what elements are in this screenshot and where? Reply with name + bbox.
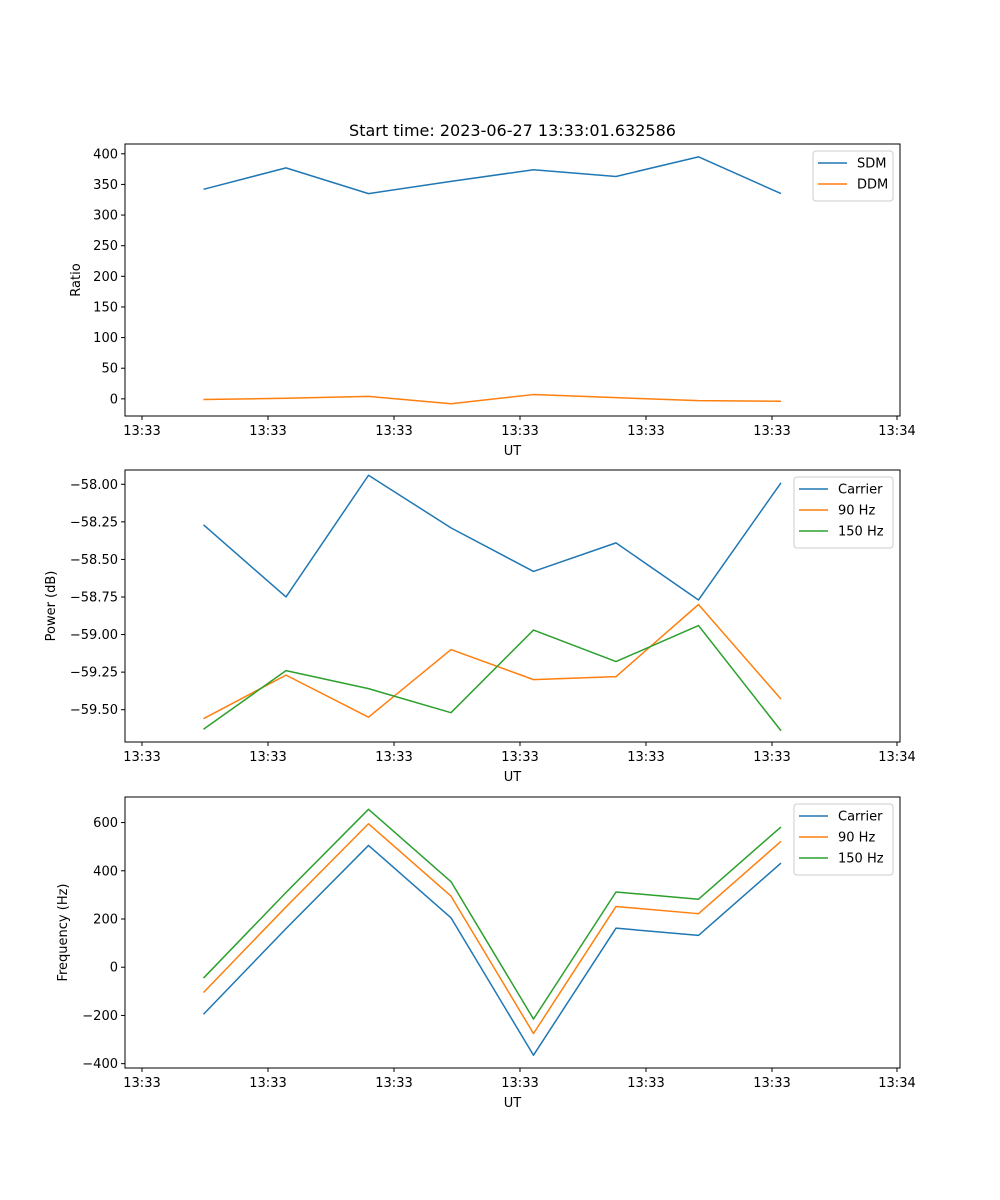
y-tick-label: 150 [93,300,118,315]
legend-label: SDM [857,157,886,172]
x-tick-label: 13:34 [878,424,915,439]
x-tick-label: 13:33 [501,424,538,439]
x-tick-label: 13:33 [375,424,412,439]
legend-label: DDM [857,178,888,193]
plot-frame-3 [124,796,901,1069]
x-tick-label: 13:33 [375,1076,412,1091]
series-line-90-hz [203,603,782,720]
y-tick-label: −59.00 [70,628,118,643]
y-tick-label: −59.25 [70,666,118,681]
series-line-carrier [203,474,782,601]
x-axis-label: UT [504,444,522,459]
y-tick-label: 200 [93,270,118,285]
x-tick-label: 13:33 [123,424,160,439]
x-tick-label: 13:34 [878,750,915,765]
x-tick-label: 13:33 [501,750,538,765]
series-line-sdm [203,156,782,195]
y-axis-label: Power (dB) [44,571,59,642]
y-tick-label: −58.75 [70,590,118,605]
x-tick-label: 13:33 [249,424,286,439]
x-axis-label: UT [504,1096,522,1111]
series-line-carrier [202,844,782,1056]
series-line-ddm [203,393,782,405]
y-tick-label: 200 [93,912,118,927]
y-tick-label: −58.00 [70,478,118,493]
y-tick-label: 300 [93,209,118,224]
series-line-150-hz [202,808,782,1020]
y-tick-label: 250 [93,239,118,254]
y-axis-label: Ratio [69,263,84,296]
y-tick-label: −400 [82,1057,118,1072]
series-line-90-hz [202,823,782,1035]
y-tick-label: −59.50 [70,703,118,718]
plot-frame-1 [124,143,901,417]
legend-label: Carrier [838,810,883,825]
x-tick-label: 13:33 [375,750,412,765]
x-tick-label: 13:33 [753,1076,790,1091]
plot-frame-2 [124,469,901,743]
y-tick-label: 350 [93,178,118,193]
y-tick-label: 50 [101,362,118,377]
legend-label: Carrier [838,483,883,498]
x-tick-label: 13:33 [123,1076,160,1091]
y-axis-label: Frequency (Hz) [56,883,71,981]
legend-label: 150 Hz [838,852,884,867]
x-tick-label: 13:33 [627,1076,664,1091]
x-tick-label: 13:34 [878,1076,915,1091]
x-tick-label: 13:33 [249,1076,286,1091]
legend-label: 90 Hz [838,831,875,846]
y-tick-label: −200 [82,1009,118,1024]
figure-title: Start time: 2023-06-27 13:33:01.632586 [349,121,676,140]
x-tick-label: 13:33 [753,750,790,765]
x-axis-label: UT [504,770,522,785]
x-tick-label: 13:33 [753,424,790,439]
y-tick-label: 100 [93,331,118,346]
y-tick-label: 600 [93,816,118,831]
x-tick-label: 13:33 [501,1076,538,1091]
y-tick-label: −58.25 [70,515,118,530]
legend-label: 90 Hz [838,504,875,519]
y-tick-label: 0 [110,961,118,976]
legend-label: 150 Hz [838,525,884,540]
y-tick-label: −58.50 [70,553,118,568]
x-tick-label: 13:33 [627,750,664,765]
y-tick-label: 400 [93,864,118,879]
x-tick-label: 13:33 [123,750,160,765]
y-tick-label: 400 [93,147,118,162]
series-line-150-hz [203,624,782,732]
x-tick-label: 13:33 [249,750,286,765]
x-tick-label: 13:33 [627,424,664,439]
y-tick-label: 0 [110,392,118,407]
